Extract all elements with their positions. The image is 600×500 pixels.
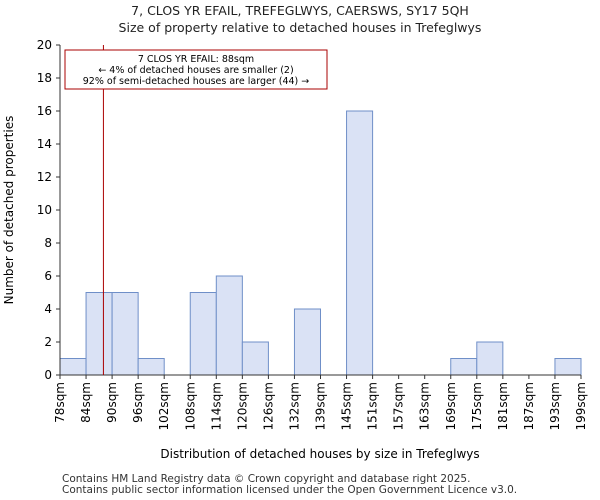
annotation-box <box>64 49 328 90</box>
y-tick-label: 16 <box>37 104 52 118</box>
x-tick-label: 84sqm <box>79 382 93 423</box>
histogram-bar <box>111 292 139 376</box>
histogram-bar <box>293 308 322 376</box>
x-tick-label: 199sqm <box>574 382 588 430</box>
histogram-bar <box>85 292 113 376</box>
histogram-bar <box>215 275 243 376</box>
histogram-bar <box>554 358 582 376</box>
x-tick-label: 163sqm <box>418 382 432 430</box>
x-tick-label: 175sqm <box>470 382 484 430</box>
annotation-line-3: 92% of semi-detached houses are larger (… <box>83 76 310 87</box>
y-tick-label: 12 <box>37 170 52 184</box>
chart-title: 7, CLOS YR EFAIL, TREFEGLWYS, CAERSWS, S… <box>131 3 469 18</box>
x-tick-label: 145sqm <box>340 382 354 430</box>
y-tick-label: 4 <box>44 302 52 316</box>
histogram-bar <box>476 341 504 376</box>
x-tick-label: 108sqm <box>183 382 197 430</box>
x-tick-label: 157sqm <box>392 382 406 430</box>
histogram-bar <box>346 110 374 376</box>
x-tick-label: 132sqm <box>287 382 301 430</box>
x-tick-label: 120sqm <box>235 382 249 430</box>
footer-licence: Contains public sector information licen… <box>62 484 518 496</box>
x-tick-label: 151sqm <box>366 382 380 430</box>
footer-copyright: Contains HM Land Registry data © Crown c… <box>62 473 471 485</box>
y-axis-label: Number of detached properties <box>2 116 16 305</box>
annotation-line-1: 7 CLOS YR EFAIL: 88sqm <box>138 54 254 65</box>
histogram-bar <box>59 358 87 376</box>
x-axis-label: Distribution of detached houses by size … <box>160 447 479 461</box>
histogram-bar <box>189 292 217 376</box>
histogram-bar <box>241 341 269 376</box>
y-tick-label: 20 <box>37 38 52 52</box>
x-tick-label: 78sqm <box>53 382 67 423</box>
histogram-bar <box>450 358 478 376</box>
annotation-line-2: ← 4% of detached houses are smaller (2) <box>98 65 293 76</box>
x-tick-label: 169sqm <box>444 382 458 430</box>
x-tick-label: 90sqm <box>105 382 119 423</box>
y-tick-label: 10 <box>37 203 52 217</box>
y-tick-label: 2 <box>44 335 52 349</box>
x-tick-label: 139sqm <box>314 382 328 430</box>
histogram-bar <box>137 358 165 376</box>
x-tick-label: 126sqm <box>261 382 275 430</box>
y-tick-label: 18 <box>37 71 52 85</box>
chart-subtitle: Size of property relative to detached ho… <box>118 20 482 35</box>
x-tick-label: 102sqm <box>157 382 171 430</box>
x-tick-label: 181sqm <box>496 382 510 430</box>
x-tick-label: 193sqm <box>548 382 562 430</box>
y-tick-label: 0 <box>44 368 52 382</box>
x-tick-label: 187sqm <box>522 382 536 430</box>
y-tick-label: 14 <box>37 137 52 151</box>
y-tick-label: 6 <box>44 269 52 283</box>
y-tick-label: 8 <box>44 236 52 250</box>
x-tick-label: 96sqm <box>131 382 145 423</box>
x-tick-label: 114sqm <box>209 382 223 430</box>
